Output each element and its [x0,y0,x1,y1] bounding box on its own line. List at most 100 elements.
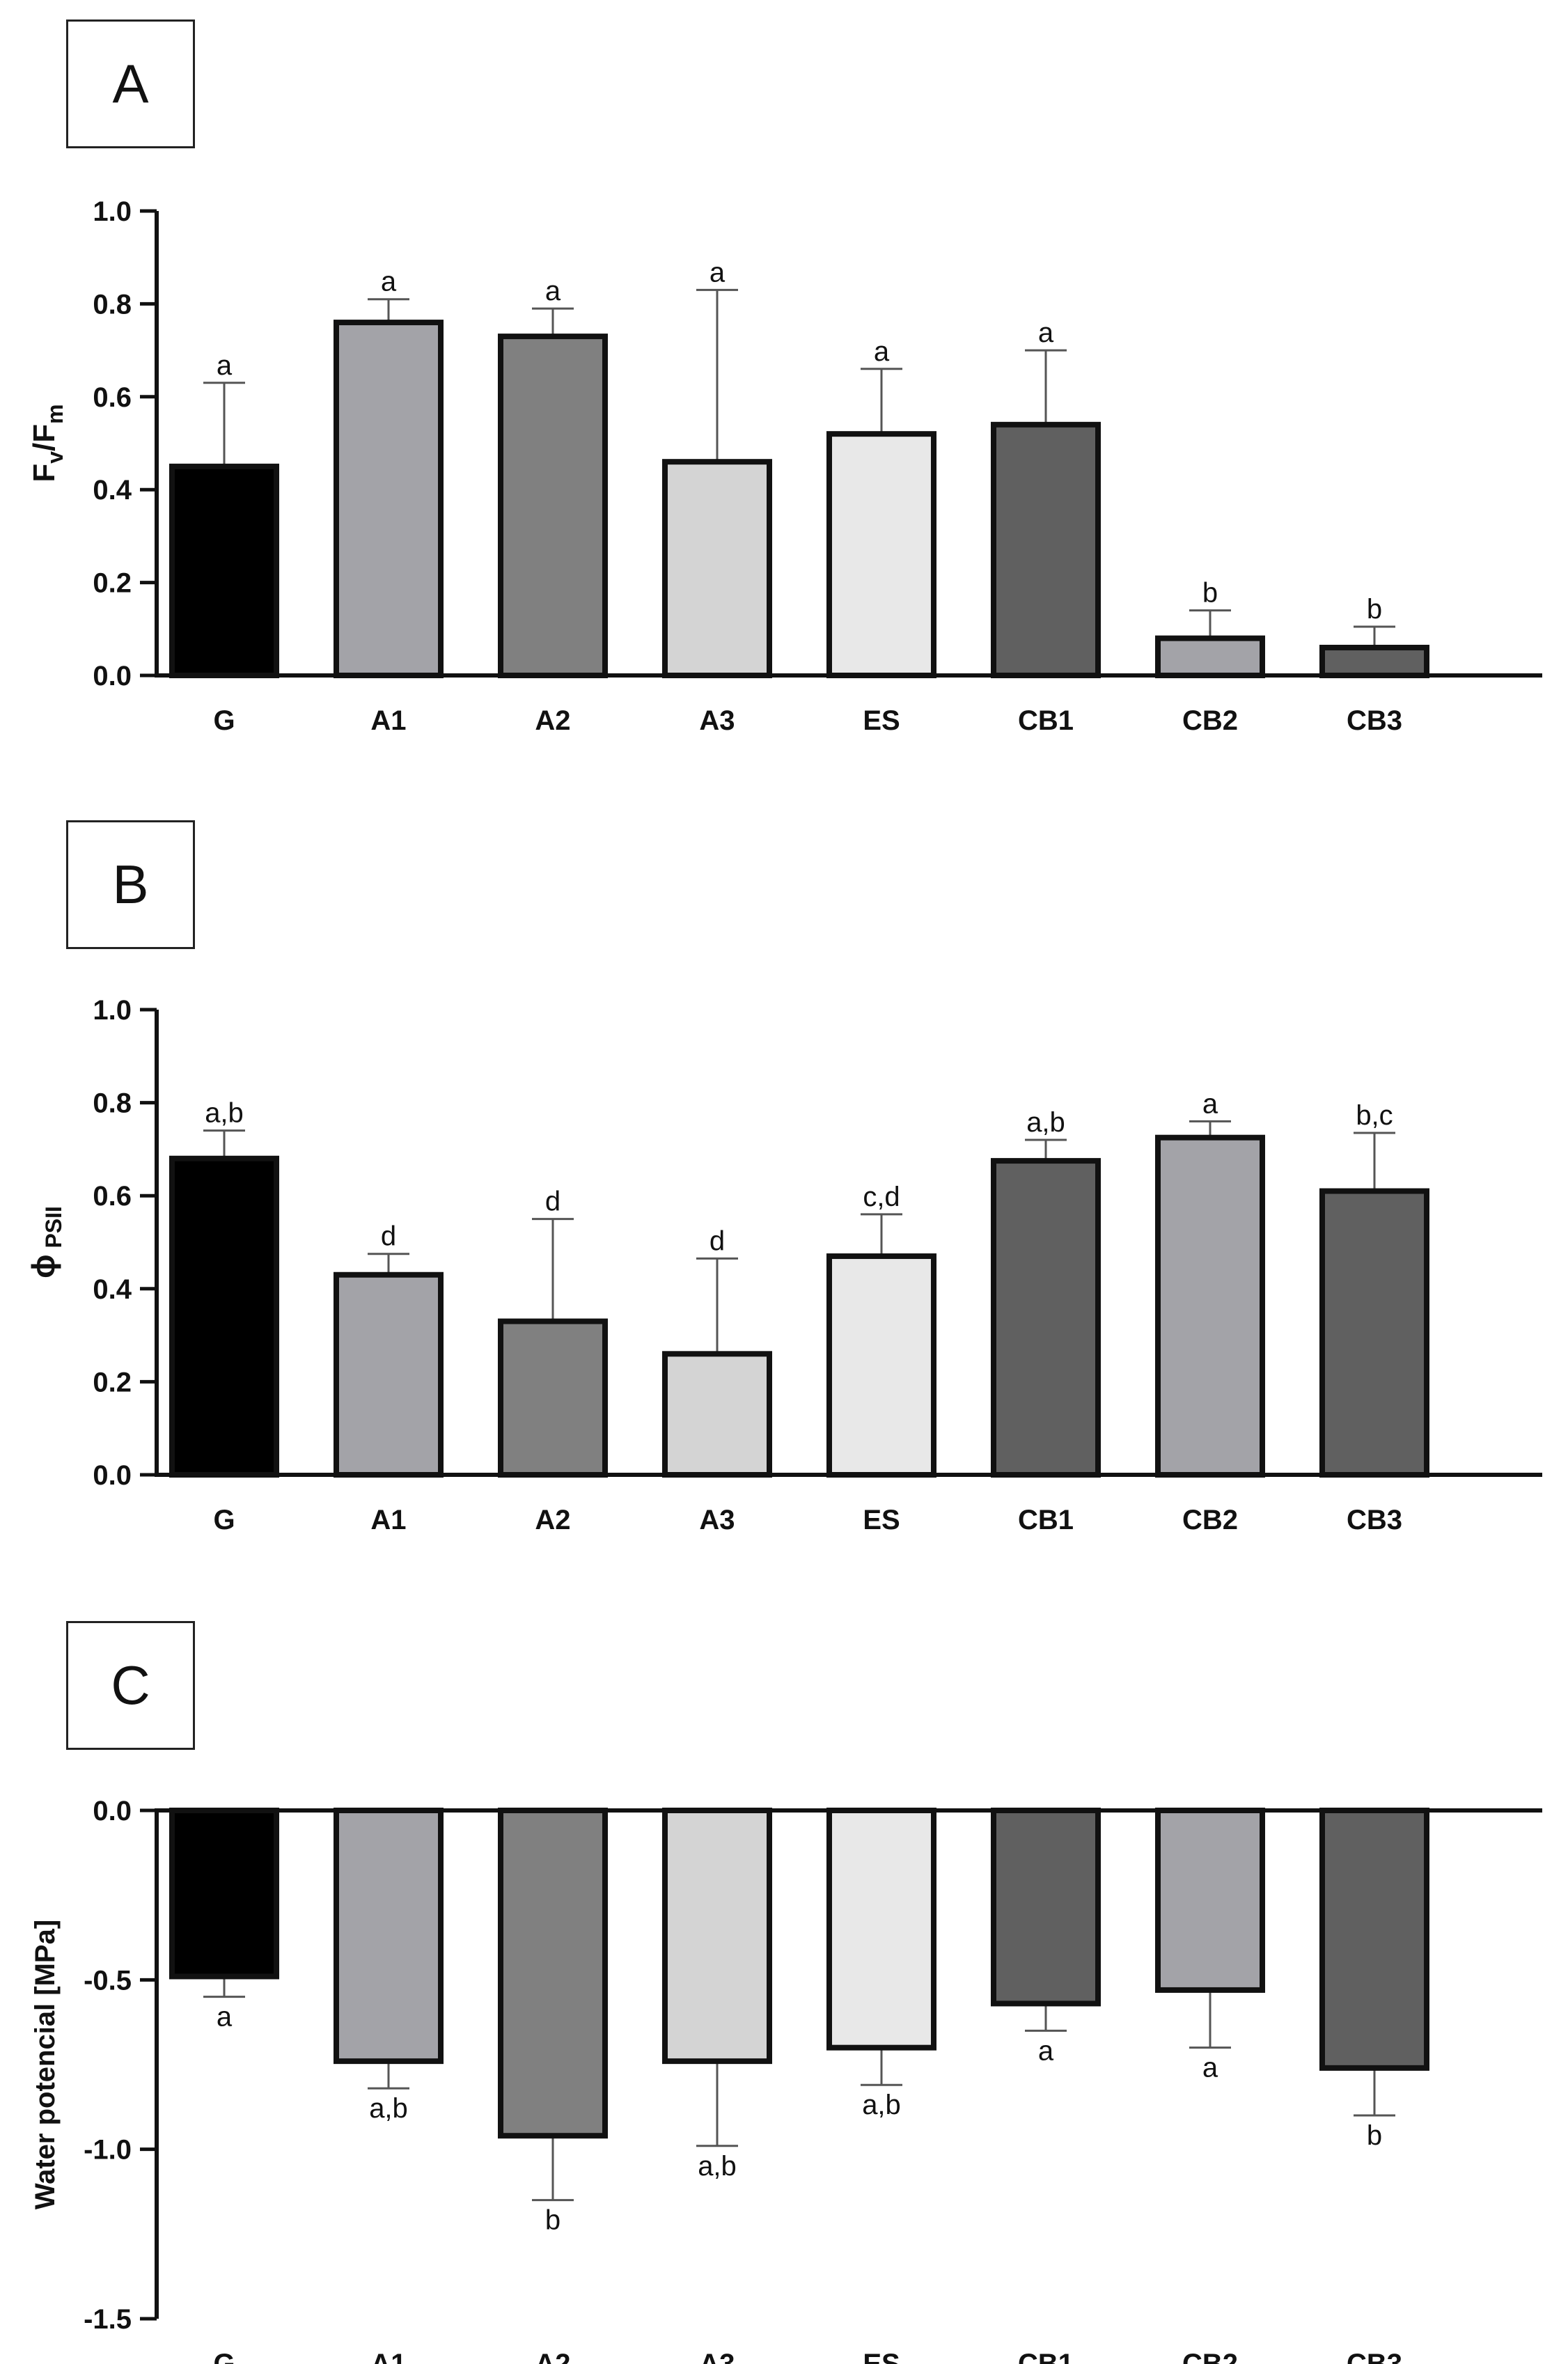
category-label: CB2 [1182,705,1238,736]
bar-g [169,1155,279,1478]
significance-label: a [1038,318,1054,348]
category-label: A3 [699,1505,735,1535]
y-axis-title-text: Water potencial [MPa] [30,1920,61,2209]
category-label: A2 [535,1505,570,1535]
bar-a1 [334,320,444,678]
significance-label: a [545,276,561,306]
bar-es [826,1253,936,1478]
bar-es [826,1808,936,2051]
category-label: CB3 [1347,705,1402,736]
y-tick-label: -1.5 [84,2304,132,2335]
bar-es [826,431,936,678]
bar-cb2 [1155,635,1265,679]
bar-cb2 [1155,1134,1265,1478]
significance-label: a,b [369,2093,408,2124]
significance-label: c,d [863,1182,900,1212]
bar-cb1 [991,1158,1101,1478]
panel-label-c: C [66,1621,195,1750]
panel-label-b: B [66,820,195,949]
significance-label: a,b [1026,1107,1065,1138]
y-axis-title: ϕ PSII [25,1206,66,1278]
y-tick-label: 1.0 [93,995,132,1026]
bar-a2 [498,1318,608,1478]
significance-label: b [545,2205,560,2236]
category-label: G [213,2349,235,2364]
significance-label: a [1202,1088,1218,1119]
bar-a2 [498,1808,608,2139]
significance-label: b [1367,2120,1382,2151]
category-label: CB1 [1018,705,1074,736]
y-axis-title-text: ϕ PSII [25,1206,66,1278]
y-axis-title: Fv/Fm [27,404,68,482]
significance-label: a [874,336,890,367]
significance-label: a [217,350,233,381]
category-label: ES [863,705,900,736]
y-axis-title-text: Fv/Fm [27,404,68,482]
y-tick-label: 0.2 [93,568,132,599]
bar-a2 [498,334,608,678]
bar-g [169,463,279,678]
significance-label: b [1202,578,1218,609]
y-tick-label: 0.0 [93,661,132,691]
y-tick-label: 0.0 [93,1460,132,1491]
category-label: ES [863,2349,900,2364]
y-tick-label: 0.4 [93,475,132,506]
y-tick-label: 0.6 [93,382,132,413]
category-label: A1 [370,705,406,736]
y-tick-label: 0.8 [93,289,132,320]
bar-cb1 [991,1808,1101,2007]
significance-label: a [381,267,397,297]
bar-a3 [662,1808,772,2065]
chart-c: -1.5 -1.0 -0.5 0.0 a Ga,b A1 b A2 a,b A3 a,b ES a CB1 a… [30,1796,1542,2364]
y-tick-label: 0.4 [93,1274,132,1305]
category-label: A1 [370,1505,406,1535]
category-label: CB3 [1347,1505,1402,1535]
y-tick-label: -0.5 [84,1965,132,1996]
significance-label: a,b [205,1098,244,1129]
y-tick-label: 1.0 [93,196,132,227]
y-tick-label: 0.0 [93,1796,132,1826]
y-tick-label: 0.6 [93,1181,132,1212]
significance-label: a [1202,2053,1218,2083]
bar-cb3 [1319,1808,1429,2071]
bar-a1 [334,1808,444,2065]
y-tick-label: -1.0 [84,2135,132,2166]
bar-cb2 [1155,1808,1265,1993]
bar-cb3 [1319,644,1429,678]
bar-cb1 [991,421,1101,678]
panel-label-a: A [66,19,195,148]
significance-label: b [1367,594,1382,625]
category-label: CB2 [1182,2349,1238,2364]
significance-label: a,b [698,2151,737,2182]
chart-a: 0.0 0.2 0.4 0.6 0.8 1.0 a Ga A1 a A2 a A3 a ES a CB1 b CB2… [27,196,1542,736]
category-label: ES [863,1505,900,1535]
category-label: A2 [535,2349,570,2364]
bar-cb3 [1319,1188,1429,1478]
category-label: CB1 [1018,2349,1074,2364]
significance-label: a [217,2002,233,2033]
y-tick-label: 0.2 [93,1367,132,1398]
y-axis-title: Water potencial [MPa] [30,1920,61,2209]
significance-label: d [381,1221,396,1252]
category-label: A2 [535,705,570,736]
category-label: A3 [699,705,735,736]
significance-label: a [1038,2035,1054,2066]
category-label: G [213,705,235,736]
category-label: A3 [699,2349,735,2364]
category-label: CB1 [1018,1505,1074,1535]
significance-label: a [709,257,726,288]
category-label: G [213,1505,235,1535]
chart-b: 0.0 0.2 0.4 0.6 0.8 1.0 a,b Gd A1 d A2 d A3 c,d ES a,b C… [25,995,1542,1535]
significance-label: a,b [862,2090,901,2120]
significance-label: d [545,1187,560,1217]
significance-label: d [709,1226,725,1256]
category-label: A1 [370,2349,406,2364]
significance-label: b,c [1356,1100,1393,1131]
bar-g [169,1808,279,1980]
category-label: CB3 [1347,2349,1402,2364]
bar-a3 [662,1351,772,1478]
bar-a3 [662,459,772,678]
